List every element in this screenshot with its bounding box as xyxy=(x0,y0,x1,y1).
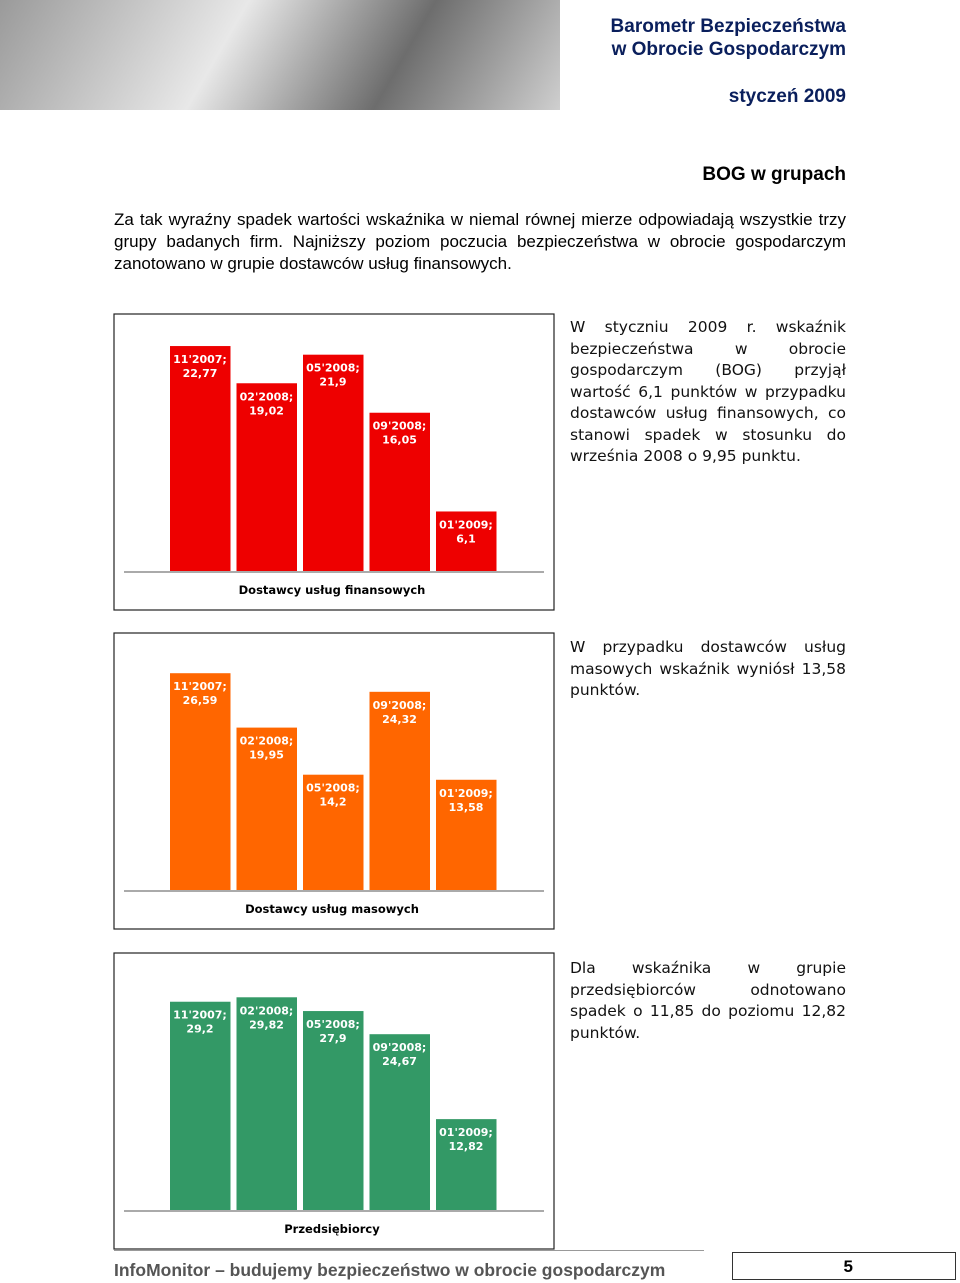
bar-category-label: 05'2008; xyxy=(306,782,360,795)
bar-value-label: 21,9 xyxy=(319,376,346,389)
bar-category-label: 05'2008; xyxy=(306,362,360,375)
bar xyxy=(170,346,231,572)
bar xyxy=(369,412,430,572)
bar-value-label: 29,82 xyxy=(249,1018,284,1031)
bar-value-label: 14,2 xyxy=(319,796,346,809)
title-line: w Obrocie Gospodarczym xyxy=(611,39,846,60)
bar xyxy=(436,779,497,891)
chart-description: W styczniu 2009 r. wskaźnik bezpieczeńst… xyxy=(570,318,846,465)
bar-value-label: 6,1 xyxy=(456,532,476,545)
page-box: 5 xyxy=(732,1252,956,1280)
bar-value-label: 22,77 xyxy=(183,367,218,380)
bar xyxy=(369,691,430,891)
footer-rule xyxy=(114,1250,704,1251)
bar xyxy=(303,774,364,891)
bar-value-label: 12,82 xyxy=(449,1140,484,1153)
bar-value-label: 24,32 xyxy=(382,713,417,726)
x-axis-title: Przedsiębiorcy xyxy=(284,1222,380,1236)
bar xyxy=(236,727,297,891)
bar-category-label: 11'2007; xyxy=(173,353,227,366)
bar-value-label: 26,59 xyxy=(183,694,218,707)
bar xyxy=(369,1034,430,1211)
bar-value-label: 29,2 xyxy=(186,1023,213,1036)
bar-value-label: 24,67 xyxy=(382,1055,417,1068)
bar xyxy=(303,1011,364,1211)
bar-value-label: 19,95 xyxy=(249,749,284,762)
bar-category-label: 09'2008; xyxy=(373,1041,427,1054)
bar xyxy=(436,1119,497,1211)
chart-frame xyxy=(113,313,555,611)
bar-category-label: 11'2007; xyxy=(173,1009,227,1022)
bar-category-label: 01'2009; xyxy=(439,518,493,531)
chart-description: W przypadku dostawców usług masowych wsk… xyxy=(570,638,846,699)
chart-description: Dla wskaźnika w grupie przedsiębiorców o… xyxy=(570,959,846,1042)
section-title: BOG w grupach xyxy=(702,164,846,185)
header-photo xyxy=(0,0,560,110)
bar xyxy=(236,997,297,1211)
bar-category-label: 11'2007; xyxy=(173,680,227,693)
bar xyxy=(236,383,297,572)
intro-paragraph: Za tak wyraźny spadek wartości wskaźnika… xyxy=(114,210,846,273)
bar xyxy=(303,354,364,572)
bar xyxy=(170,1001,231,1211)
bar-category-label: 05'2008; xyxy=(306,1018,360,1031)
x-axis-title: Dostawcy usług masowych xyxy=(245,902,419,916)
x-axis-title: Dostawcy usług finansowych xyxy=(239,583,426,597)
header-title: Barometr Bezpieczeństwa w Obrocie Gospod… xyxy=(611,15,846,61)
bar-value-label: 16,05 xyxy=(382,434,417,447)
bar-value-label: 13,58 xyxy=(449,801,484,814)
bar-category-label: 02'2008; xyxy=(240,1004,294,1017)
bar-category-label: 09'2008; xyxy=(373,420,427,433)
bar-category-label: 01'2009; xyxy=(439,787,493,800)
header-date: styczeń 2009 xyxy=(728,86,846,107)
chart-frame xyxy=(113,952,555,1250)
bar xyxy=(436,511,497,572)
chart-frame xyxy=(113,632,555,930)
title-line: Barometr Bezpieczeństwa xyxy=(610,16,846,37)
bar-category-label: 09'2008; xyxy=(373,699,427,712)
page-number: 5 xyxy=(843,1257,853,1276)
bar xyxy=(170,673,231,891)
bar-category-label: 02'2008; xyxy=(240,735,294,748)
footer-text: InfoMonitor – budujemy bezpieczeństwo w … xyxy=(114,1260,666,1280)
bar-value-label: 19,02 xyxy=(249,404,284,417)
bar-value-label: 27,9 xyxy=(319,1032,346,1045)
bar-category-label: 02'2008; xyxy=(240,390,294,403)
bar-category-label: 01'2009; xyxy=(439,1126,493,1139)
